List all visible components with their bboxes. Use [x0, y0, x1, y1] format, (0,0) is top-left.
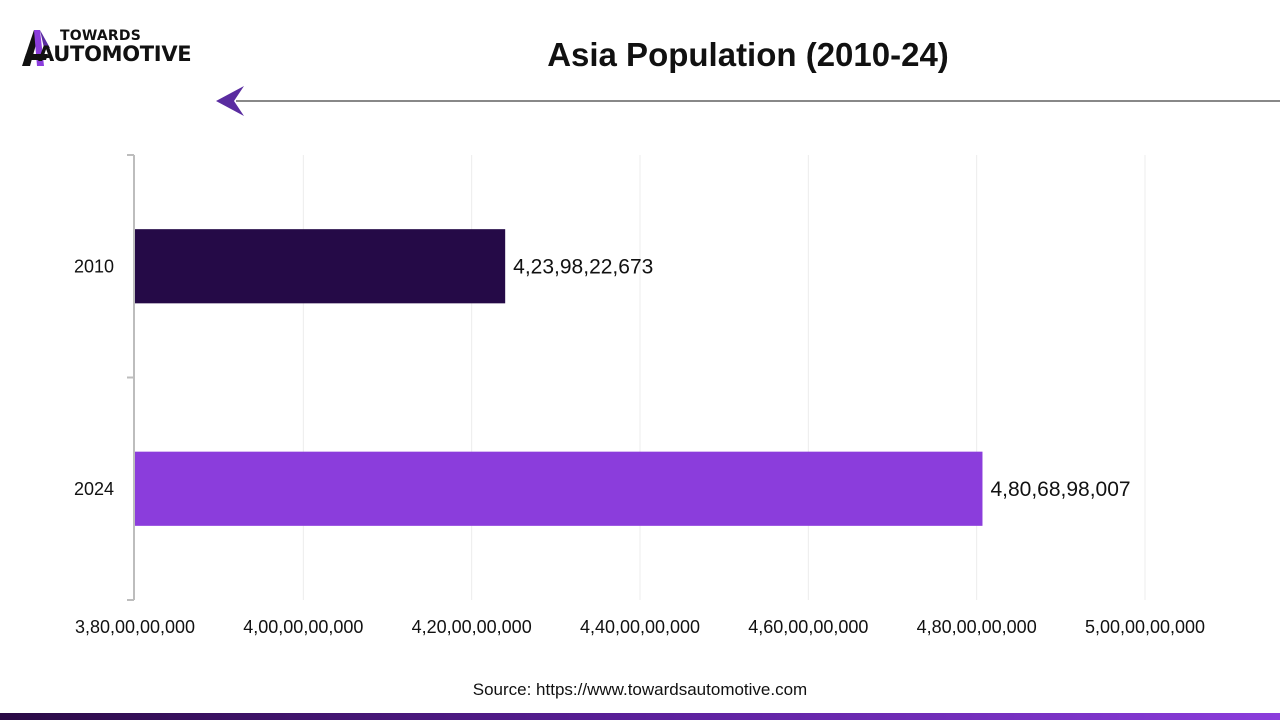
footer-gradient-bar — [0, 713, 1280, 720]
x-tick-label: 5,00,00,00,000 — [1085, 617, 1205, 637]
chart-title: Asia Population (2010-24) — [547, 36, 949, 73]
x-tick-label: 4,00,00,00,000 — [243, 617, 363, 637]
bar-2010 — [135, 229, 506, 304]
source-note: Source: https://www.towardsautomotive.co… — [472, 680, 808, 699]
bar-value-label: 4,23,98,22,673 — [513, 255, 653, 278]
y-category-label: 2010 — [74, 256, 114, 276]
brand-name-bottom: AUTOMOTIVE — [38, 42, 192, 66]
brand-logo: TOWARDS AUTOMOTIVE — [20, 28, 225, 70]
bar-value-label: 4,80,68,98,007 — [990, 478, 1130, 501]
arrow-left-icon — [216, 86, 244, 116]
x-tick-label: 4,60,00,00,000 — [748, 617, 868, 637]
bar-2024 — [135, 451, 983, 526]
x-tick-label: 4,40,00,00,000 — [580, 617, 700, 637]
x-tick-label: 4,20,00,00,000 — [412, 617, 532, 637]
x-tick-label: 4,80,00,00,000 — [917, 617, 1037, 637]
header-divider — [216, 86, 1280, 116]
y-category-label: 2024 — [74, 479, 114, 499]
brand-mark-icon — [22, 30, 50, 66]
x-tick-label: 3,80,00,00,000 — [75, 617, 195, 637]
bar-chart: 3,80,00,00,000 4,00,00,00,000 4,20,00,00,0… — [74, 154, 1205, 637]
brand-name-top: TOWARDS — [60, 28, 141, 44]
